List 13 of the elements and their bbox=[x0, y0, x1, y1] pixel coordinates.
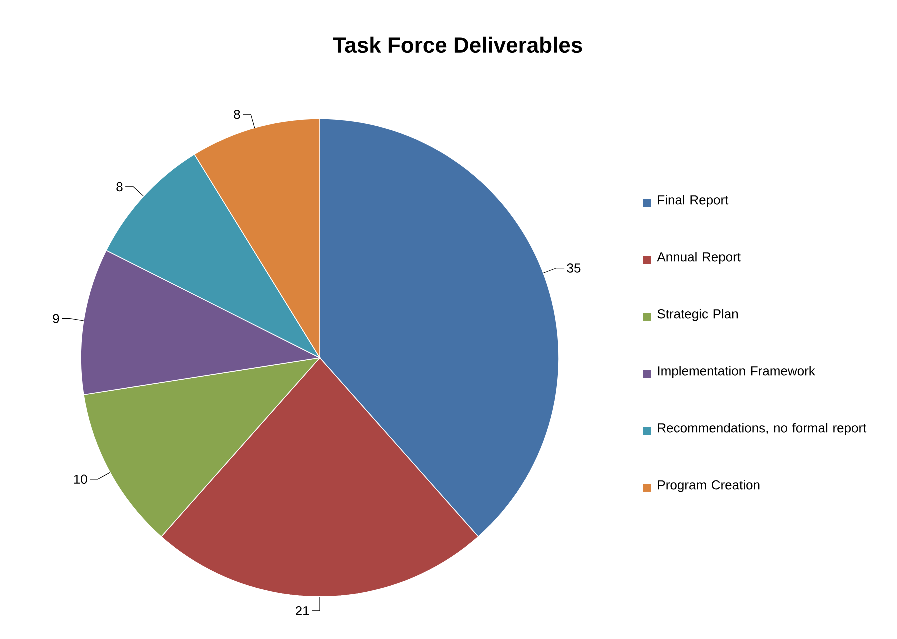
data-label: 8 bbox=[234, 110, 240, 120]
data-label: 8 bbox=[116, 182, 123, 192]
data-label: 35 bbox=[567, 264, 581, 273]
legend-label: Implementation Framework bbox=[658, 366, 816, 378]
data-label: 9 bbox=[53, 314, 60, 324]
data-label: 10 bbox=[74, 474, 88, 484]
legend-label: Program Creation bbox=[658, 480, 760, 492]
data-label: 21 bbox=[296, 606, 310, 616]
legend-label: Final Report bbox=[658, 195, 729, 208]
chart-title: Task Force Deliverables bbox=[333, 36, 582, 54]
legend-label: Strategic Plan bbox=[658, 309, 738, 322]
legend-label: Annual Report bbox=[657, 252, 741, 264]
legend-label: Recommendations, no formal report bbox=[658, 423, 867, 436]
